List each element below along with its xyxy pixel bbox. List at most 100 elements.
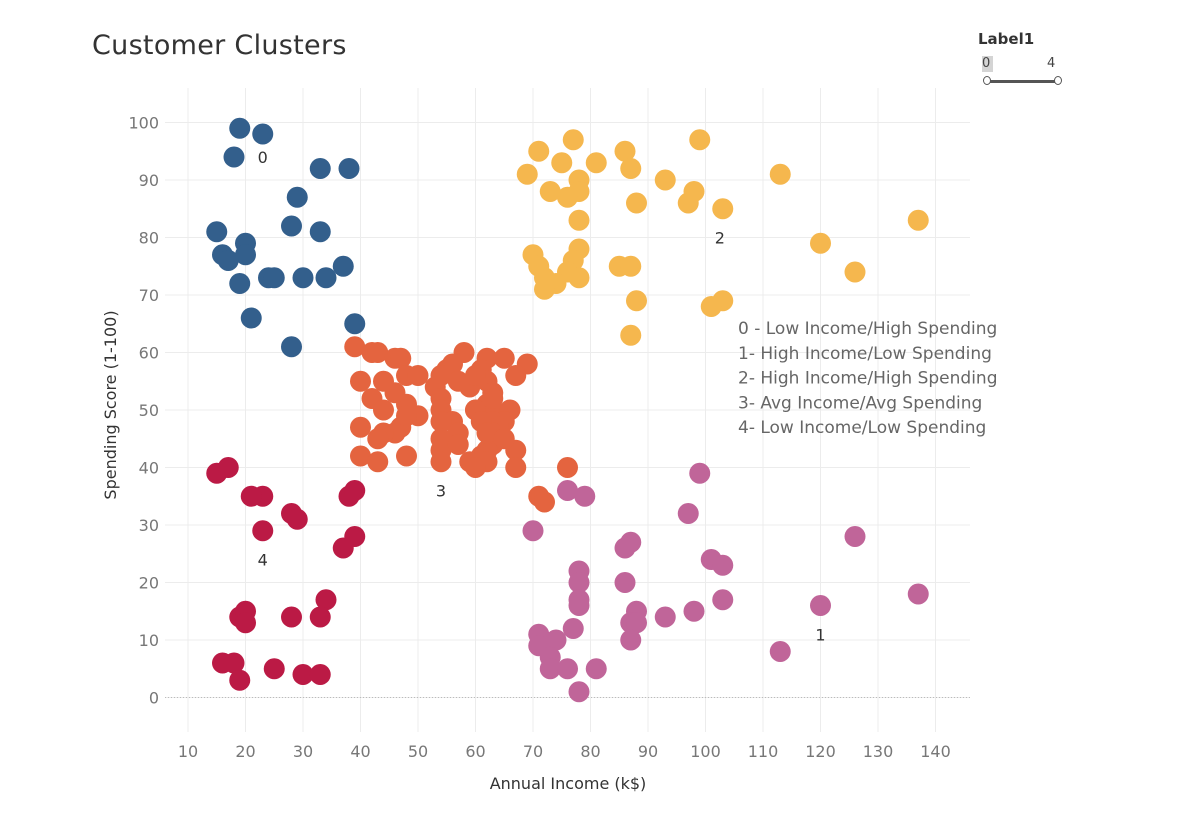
data-point-cluster-1[interactable] <box>568 595 590 616</box>
data-point-cluster-1[interactable] <box>712 589 734 611</box>
data-point-cluster-2[interactable] <box>712 198 734 220</box>
data-point-cluster-0[interactable] <box>206 221 228 243</box>
data-point-cluster-2[interactable] <box>689 129 711 151</box>
data-point-cluster-1[interactable] <box>568 572 590 593</box>
data-point-cluster-3[interactable] <box>493 428 515 450</box>
data-point-cluster-4[interactable] <box>309 664 331 685</box>
data-point-cluster-3[interactable] <box>367 428 389 450</box>
data-point-cluster-1[interactable] <box>810 595 831 616</box>
data-point-cluster-2[interactable] <box>700 296 722 317</box>
data-point-cluster-2[interactable] <box>677 192 699 214</box>
data-point-cluster-0[interactable] <box>263 267 285 289</box>
data-point-cluster-3[interactable] <box>557 457 578 478</box>
data-point-cluster-1[interactable] <box>614 537 636 559</box>
data-point-cluster-2[interactable] <box>528 140 550 162</box>
filter-max-value[interactable]: 4 <box>1047 56 1056 71</box>
data-point-cluster-1[interactable] <box>683 600 705 622</box>
data-point-cluster-2[interactable] <box>534 278 555 300</box>
data-point-cluster-1[interactable] <box>626 612 647 634</box>
data-point-cluster-1[interactable] <box>769 641 791 662</box>
data-point-cluster-2[interactable] <box>620 255 642 277</box>
data-point-cluster-3[interactable] <box>505 365 527 386</box>
data-point-cluster-3[interactable] <box>447 434 469 455</box>
data-point-cluster-4[interactable] <box>217 457 239 478</box>
data-point-cluster-1[interactable] <box>712 554 734 576</box>
data-point-cluster-1[interactable] <box>557 658 578 680</box>
data-point-cluster-2[interactable] <box>568 209 590 231</box>
data-point-cluster-3[interactable] <box>373 399 394 421</box>
data-point-cluster-2[interactable] <box>620 324 642 346</box>
data-point-cluster-1[interactable] <box>539 658 561 680</box>
data-point-cluster-4[interactable] <box>309 606 331 628</box>
data-point-cluster-0[interactable] <box>332 255 354 277</box>
data-point-cluster-0[interactable] <box>315 267 337 289</box>
data-point-cluster-1[interactable] <box>689 462 711 484</box>
data-point-cluster-0[interactable] <box>281 215 302 237</box>
data-point-cluster-2[interactable] <box>568 267 590 289</box>
data-point-cluster-2[interactable] <box>614 140 636 162</box>
data-point-cluster-4[interactable] <box>223 652 245 674</box>
data-point-cluster-4[interactable] <box>229 669 251 691</box>
data-point-cluster-2[interactable] <box>557 186 578 208</box>
data-point-cluster-4[interactable] <box>281 606 302 628</box>
data-point-cluster-0[interactable] <box>223 146 245 168</box>
data-point-cluster-2[interactable] <box>562 129 584 151</box>
data-point-cluster-1[interactable] <box>574 485 596 507</box>
data-point-cluster-0[interactable] <box>344 313 366 335</box>
data-point-cluster-2[interactable] <box>626 290 647 312</box>
data-point-cluster-4[interactable] <box>344 526 366 547</box>
data-point-cluster-3[interactable] <box>430 411 452 432</box>
data-point-cluster-2[interactable] <box>769 163 791 185</box>
label1-filter[interactable]: Label1 0 4 <box>978 30 1068 90</box>
data-point-cluster-3[interactable] <box>465 365 486 386</box>
data-point-cluster-4[interactable] <box>344 480 366 501</box>
data-point-cluster-0[interactable] <box>217 250 239 271</box>
data-point-cluster-1[interactable] <box>620 629 642 651</box>
data-point-cluster-3[interactable] <box>407 365 429 386</box>
data-point-cluster-0[interactable] <box>286 186 308 208</box>
data-point-cluster-3[interactable] <box>344 336 366 358</box>
data-point-cluster-2[interactable] <box>620 158 642 179</box>
data-point-cluster-3[interactable] <box>367 342 389 363</box>
data-point-cluster-0[interactable] <box>229 117 251 139</box>
data-point-cluster-3[interactable] <box>476 422 498 444</box>
data-point-cluster-4[interactable] <box>235 612 256 634</box>
data-point-cluster-2[interactable] <box>516 163 538 185</box>
filter-max-handle[interactable] <box>1054 76 1062 85</box>
filter-slider-track[interactable] <box>988 80 1058 83</box>
data-point-cluster-3[interactable] <box>350 416 371 438</box>
data-point-cluster-1[interactable] <box>522 520 544 542</box>
data-point-cluster-4[interactable] <box>252 520 274 542</box>
data-point-cluster-1[interactable] <box>562 618 584 639</box>
data-point-cluster-3[interactable] <box>367 451 389 473</box>
data-point-cluster-2[interactable] <box>844 261 866 283</box>
data-point-cluster-1[interactable] <box>614 572 636 593</box>
data-point-cluster-1[interactable] <box>545 629 567 651</box>
data-point-cluster-3[interactable] <box>390 347 412 369</box>
data-point-cluster-2[interactable] <box>585 152 607 174</box>
data-point-cluster-4[interactable] <box>315 589 337 611</box>
data-point-cluster-4[interactable] <box>292 664 314 685</box>
data-point-cluster-1[interactable] <box>568 681 590 703</box>
data-point-cluster-0[interactable] <box>292 267 314 289</box>
data-point-cluster-1[interactable] <box>654 606 676 628</box>
data-point-cluster-1[interactable] <box>677 503 699 524</box>
data-point-cluster-3[interactable] <box>350 445 371 467</box>
data-point-cluster-0[interactable] <box>338 158 360 179</box>
data-point-cluster-0[interactable] <box>235 244 256 266</box>
data-point-cluster-0[interactable] <box>229 273 251 294</box>
data-point-cluster-0[interactable] <box>281 336 302 358</box>
data-point-cluster-2[interactable] <box>539 181 561 202</box>
data-point-cluster-3[interactable] <box>505 457 527 478</box>
data-point-cluster-3[interactable] <box>430 451 452 473</box>
data-point-cluster-2[interactable] <box>810 232 831 254</box>
data-point-cluster-1[interactable] <box>557 480 578 501</box>
data-point-cluster-2[interactable] <box>654 169 676 191</box>
data-point-cluster-0[interactable] <box>240 307 262 329</box>
filter-min-value[interactable]: 0 <box>982 56 993 72</box>
data-point-cluster-2[interactable] <box>907 209 929 231</box>
data-point-cluster-4[interactable] <box>286 508 308 530</box>
data-point-cluster-4[interactable] <box>240 485 262 507</box>
data-point-cluster-0[interactable] <box>309 221 331 243</box>
data-point-cluster-0[interactable] <box>252 123 274 145</box>
